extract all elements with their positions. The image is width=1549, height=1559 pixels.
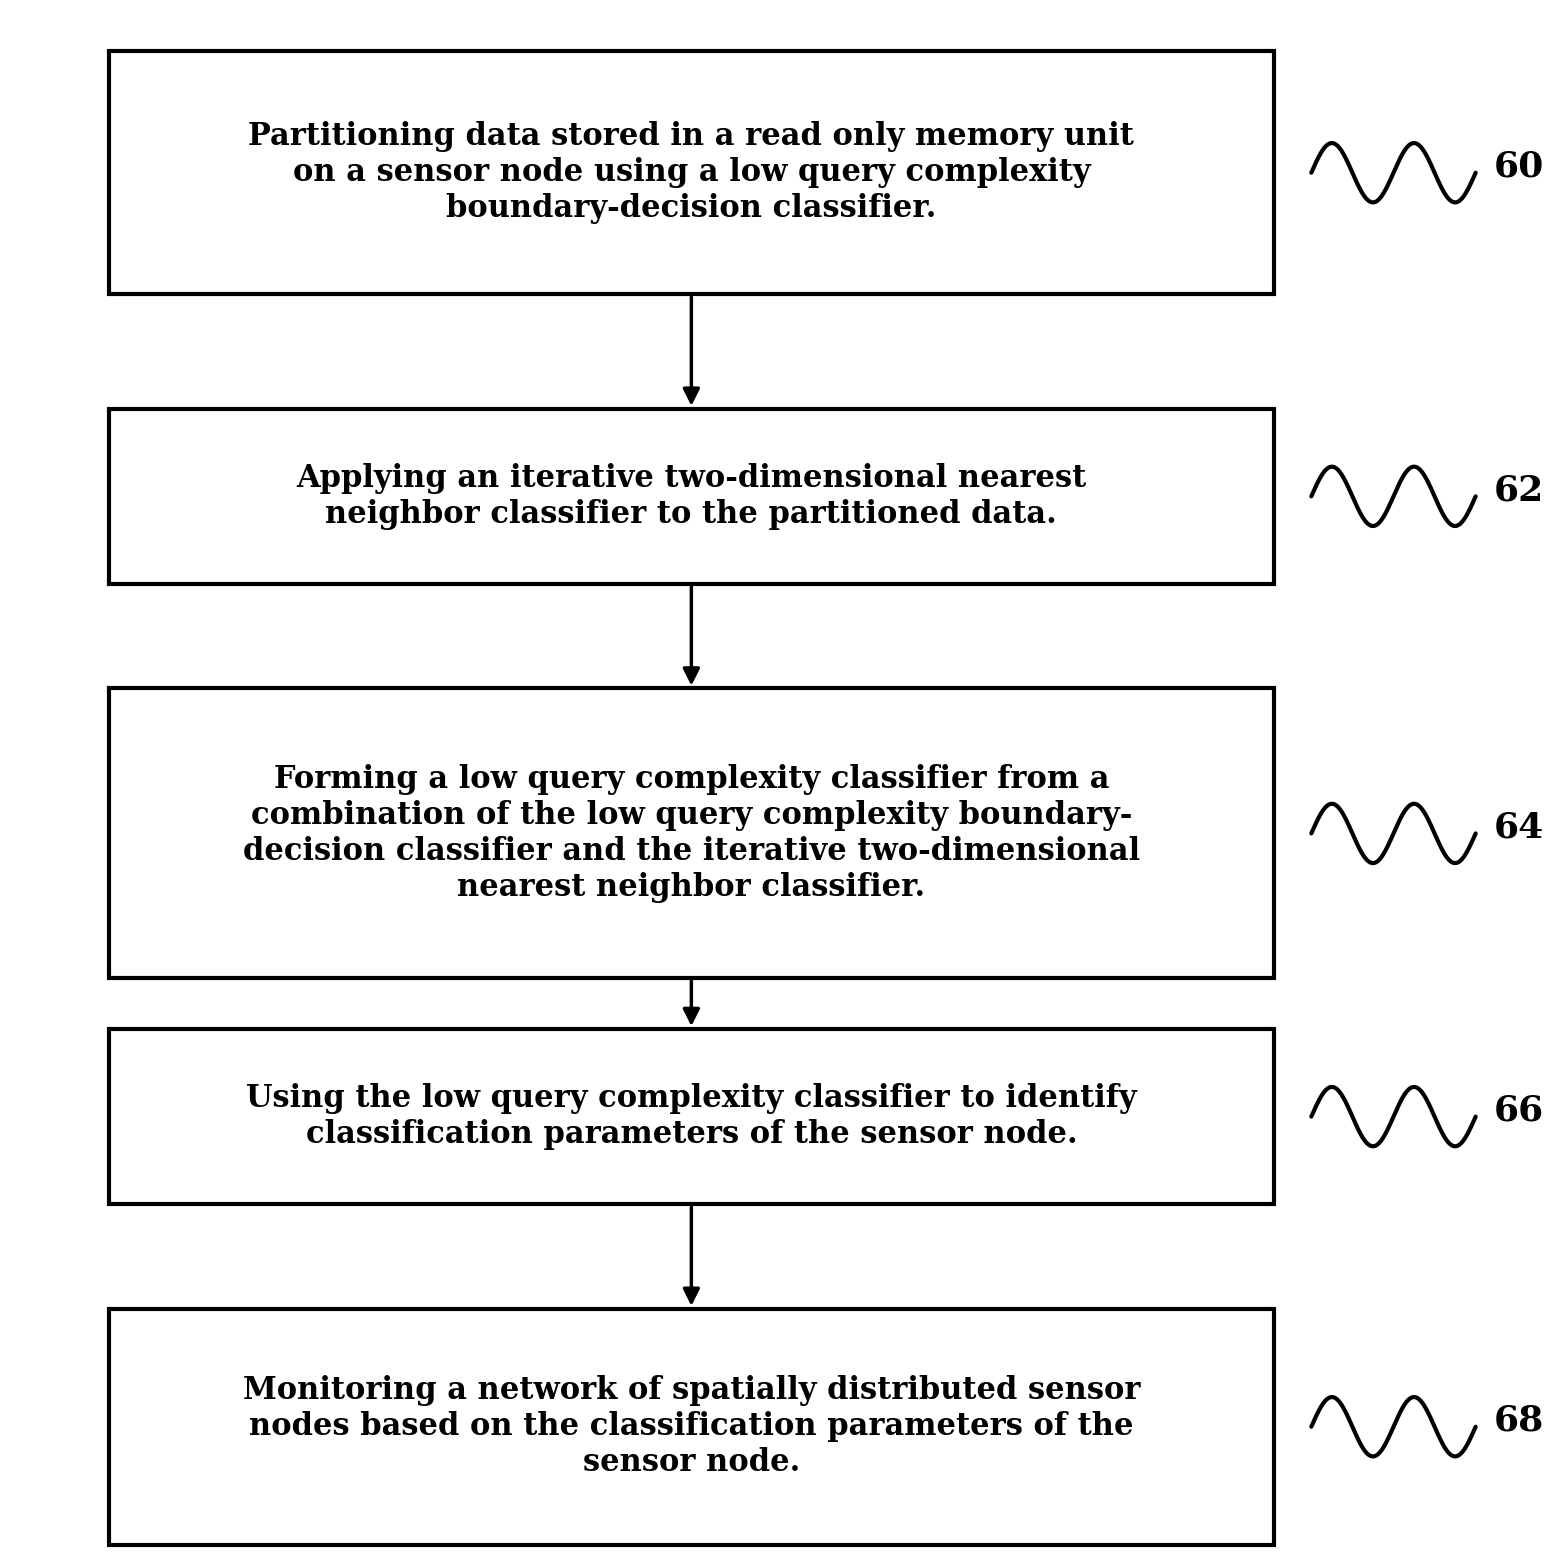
Text: 60: 60 bbox=[1493, 150, 1544, 184]
Text: Forming a low query complexity classifier from a
combination of the low query co: Forming a low query complexity classifie… bbox=[243, 764, 1140, 903]
FancyBboxPatch shape bbox=[108, 689, 1273, 979]
Text: Partitioning data stored in a read only memory unit
on a sensor node using a low: Partitioning data stored in a read only … bbox=[248, 122, 1134, 224]
Text: 66: 66 bbox=[1493, 1094, 1544, 1127]
Text: 68: 68 bbox=[1493, 1403, 1544, 1437]
FancyBboxPatch shape bbox=[108, 408, 1273, 585]
Text: 62: 62 bbox=[1493, 474, 1544, 507]
FancyBboxPatch shape bbox=[108, 1308, 1273, 1545]
Text: Monitoring a network of spatially distributed sensor
nodes based on the classifi: Monitoring a network of spatially distri… bbox=[243, 1375, 1140, 1478]
Text: Using the low query complexity classifier to identify
classification parameters : Using the low query complexity classifie… bbox=[246, 1084, 1137, 1151]
FancyBboxPatch shape bbox=[108, 1029, 1273, 1204]
FancyBboxPatch shape bbox=[108, 51, 1273, 295]
Text: 64: 64 bbox=[1493, 811, 1544, 845]
Text: Applying an iterative two-dimensional nearest
neighbor classifier to the partiti: Applying an iterative two-dimensional ne… bbox=[296, 463, 1086, 530]
